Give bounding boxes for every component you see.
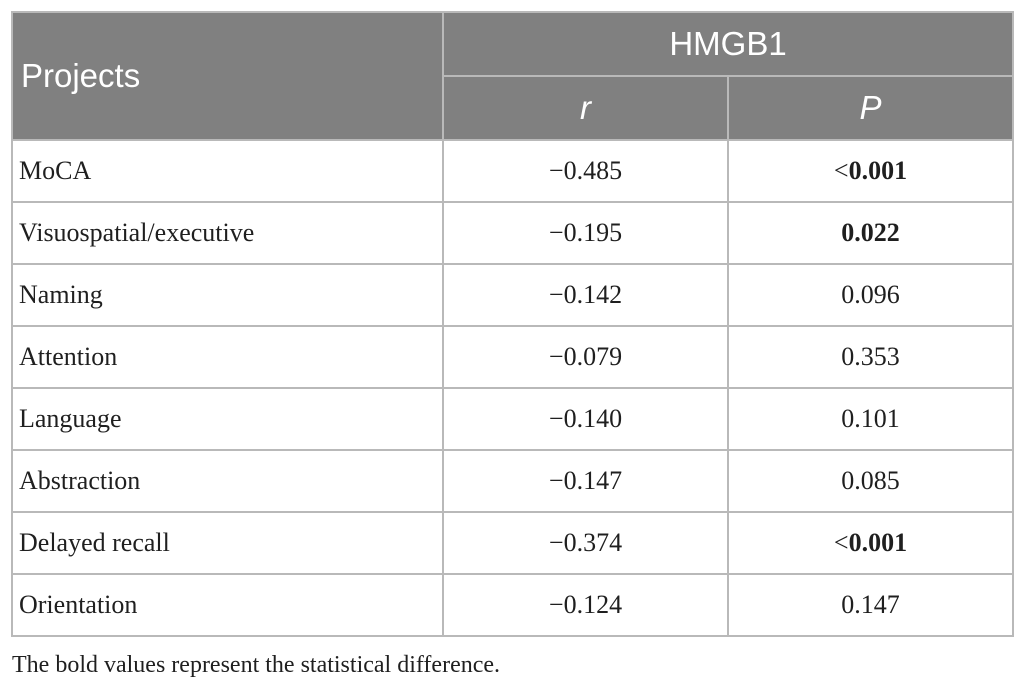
- r-value-cell: −0.195: [442, 201, 729, 265]
- header-row-2: r P: [12, 75, 1015, 141]
- p-value: 0.096: [841, 280, 900, 309]
- table-footnote: The bold values represent the statistica…: [12, 652, 501, 678]
- r-value-cell: −0.147: [442, 449, 729, 513]
- project-cell: Abstraction: [11, 449, 444, 513]
- p-value: 0.353: [841, 342, 900, 371]
- table-row: Naming −0.142 0.096: [11, 263, 1015, 327]
- r-value-cell: −0.142: [442, 263, 729, 327]
- projects-header: Projects: [11, 11, 444, 141]
- project-cell: Naming: [11, 263, 444, 327]
- table-row: Abstraction −0.147 0.085: [11, 449, 1015, 513]
- r-value-cell: −0.485: [442, 139, 729, 203]
- table-row: Orientation −0.124 0.147: [11, 573, 1015, 637]
- r-value-cell: −0.374: [442, 511, 729, 575]
- r-value-cell: −0.124: [442, 573, 729, 637]
- project-cell: Visuospatial/executive: [11, 201, 444, 265]
- p-column-header: P: [726, 75, 1015, 141]
- hmgb1-group-header: HMGB1: [441, 11, 1015, 77]
- correlation-table-container: Projects HMGB1 r P MoCA −0.485 <0.001 Visuo…: [11, 11, 1015, 637]
- project-cell: Orientation: [11, 573, 444, 637]
- p-value-cell: 0.353: [726, 325, 1015, 389]
- p-value-cell: 0.022: [726, 201, 1015, 265]
- p-value-cell: <0.001: [726, 139, 1015, 203]
- p-value-cell: <0.001: [726, 511, 1015, 575]
- p-value-cell: 0.147: [726, 573, 1015, 637]
- project-cell: Language: [11, 387, 444, 451]
- r-value-cell: −0.079: [442, 325, 729, 389]
- hmgb1-correlation-table: Projects HMGB1 r P MoCA −0.485 <0.001 Visuo…: [11, 11, 1015, 637]
- project-cell: MoCA: [11, 139, 444, 203]
- table-row: Visuospatial/executive −0.195 0.022: [11, 201, 1015, 265]
- table-body: MoCA −0.485 <0.001 Visuospatial/executive −0…: [11, 139, 1015, 637]
- table-row: MoCA −0.485 <0.001: [11, 139, 1015, 203]
- project-cell: Delayed recall: [11, 511, 444, 575]
- p-prefix: <: [833, 528, 849, 557]
- p-prefix: <: [833, 156, 849, 185]
- p-value: 0.085: [841, 466, 900, 495]
- p-value: 0.001: [848, 528, 908, 557]
- p-value-cell: 0.096: [726, 263, 1015, 327]
- p-value: 0.022: [841, 218, 900, 247]
- project-cell: Attention: [11, 325, 444, 389]
- header-row-1: Projects HMGB1: [11, 11, 1015, 141]
- p-value-cell: 0.085: [726, 449, 1015, 513]
- p-value: 0.147: [841, 590, 900, 619]
- table-header: Projects HMGB1 r P: [11, 11, 1015, 141]
- p-value: 0.001: [848, 156, 908, 185]
- table-row: Attention −0.079 0.353: [11, 325, 1015, 389]
- p-value: 0.101: [841, 404, 900, 433]
- table-row: Language −0.140 0.101: [11, 387, 1015, 451]
- p-value-cell: 0.101: [726, 387, 1015, 451]
- r-value-cell: −0.140: [442, 387, 729, 451]
- r-column-header: r: [442, 75, 729, 141]
- table-row: Delayed recall −0.374 <0.001: [11, 511, 1015, 575]
